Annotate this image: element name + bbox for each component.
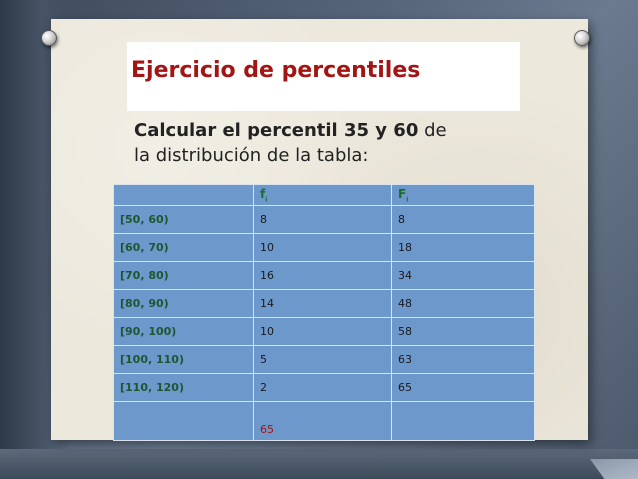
empty-cell xyxy=(113,401,254,441)
slide-title: Ejercicio de percentiles xyxy=(131,58,421,83)
table-row: [60, 70) 10 18 xyxy=(113,233,535,262)
fi-cell: 8 xyxy=(253,205,392,234)
corner-fold xyxy=(590,459,638,479)
fi-cell: 5 xyxy=(253,345,392,374)
fi-cell: 10 xyxy=(253,233,392,262)
slide-subtitle: Calcular el percentil 35 y 60 de la dist… xyxy=(134,118,534,168)
table-row: [50, 60) 8 8 xyxy=(113,205,535,234)
frequency-table: fi Fi [50, 60) 8 8 [60, 70) 10 18 [70, 8… xyxy=(113,184,535,441)
Fi-cell: 63 xyxy=(391,345,535,374)
interval-cell: [70, 80) xyxy=(113,261,254,290)
header-cell-fi: fi xyxy=(253,184,392,206)
table-total-row: 65 xyxy=(113,401,535,441)
Fi-cell: 65 xyxy=(391,373,535,402)
subtitle-text: de xyxy=(418,120,447,141)
table-row: [90, 100) 10 58 xyxy=(113,317,535,346)
title-box xyxy=(127,42,520,111)
header-cell-interval xyxy=(113,184,254,206)
interval-cell: [50, 60) xyxy=(113,205,254,234)
Fi-cell: 48 xyxy=(391,289,535,318)
header-cell-Fi: Fi xyxy=(391,184,535,206)
interval-cell: [90, 100) xyxy=(113,317,254,346)
fi-cell: 16 xyxy=(253,261,392,290)
table-row: [70, 80) 16 34 xyxy=(113,261,535,290)
fi-cell: 14 xyxy=(253,289,392,318)
fi-cell: 10 xyxy=(253,317,392,346)
interval-cell: [100, 110) xyxy=(113,345,254,374)
table-header-row: fi Fi xyxy=(113,184,535,206)
table-row: [80, 90) 14 48 xyxy=(113,289,535,318)
subtitle-bold-text: Calcular el percentil 35 y 60 xyxy=(134,120,419,141)
table-row: [110, 120) 2 65 xyxy=(113,373,535,402)
fi-cell: 2 xyxy=(253,373,392,402)
Fi-cell: 18 xyxy=(391,233,535,262)
empty-cell xyxy=(391,401,535,441)
interval-cell: [60, 70) xyxy=(113,233,254,262)
subtitle-text-line2: la distribución de la tabla: xyxy=(134,145,369,166)
pushpin-icon xyxy=(574,30,590,46)
background-bottom-band xyxy=(0,449,638,479)
total-cell: 65 xyxy=(253,401,392,441)
interval-cell: [80, 90) xyxy=(113,289,254,318)
table-row: [100, 110) 5 63 xyxy=(113,345,535,374)
Fi-cell: 8 xyxy=(391,205,535,234)
interval-cell: [110, 120) xyxy=(113,373,254,402)
pushpin-icon xyxy=(41,30,57,46)
Fi-cell: 58 xyxy=(391,317,535,346)
Fi-cell: 34 xyxy=(391,261,535,290)
